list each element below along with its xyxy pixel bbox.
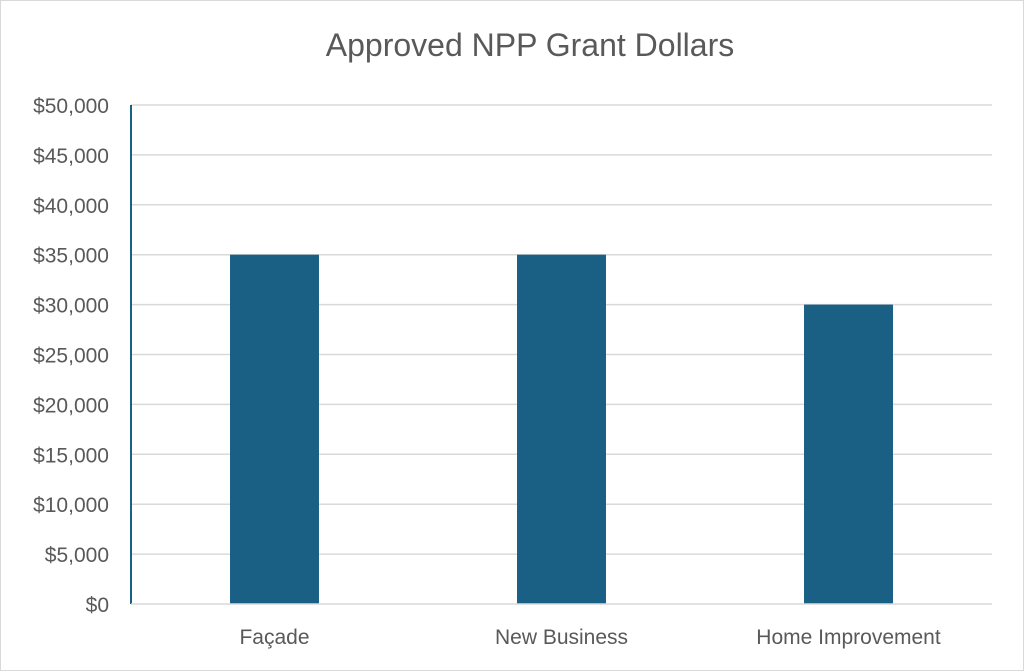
y-tick-label: $40,000: [33, 195, 109, 218]
x-category-label: New Business: [495, 626, 628, 649]
bar-fa-ade: [230, 254, 319, 604]
bars: [230, 254, 893, 604]
y-tick-label: $50,000: [33, 95, 109, 118]
y-tick-label: $30,000: [33, 295, 109, 318]
x-axis-category-labels: Façade New Business Home Improvement: [239, 626, 940, 649]
y-tick-label: $20,000: [33, 394, 109, 417]
bar-home-improvement: [804, 304, 893, 604]
x-category-label: Home Improvement: [756, 626, 941, 649]
y-tick-label: $15,000: [33, 444, 109, 467]
y-tick-label: $45,000: [33, 145, 109, 168]
y-tick-label: $25,000: [33, 345, 109, 368]
y-tick-label: $35,000: [33, 245, 109, 268]
y-axis-tick-labels: $0 $5,000 $10,000 $15,000 $20,000 $25,000 $30,…: [33, 95, 109, 617]
bar-new-business: [517, 254, 606, 604]
x-category-label: Façade: [239, 626, 309, 649]
y-tick-label: $10,000: [33, 494, 109, 517]
chart-title: Approved NPP Grant Dollars: [326, 27, 734, 63]
y-tick-label: $0: [86, 594, 109, 617]
y-tick-label: $5,000: [45, 544, 109, 567]
